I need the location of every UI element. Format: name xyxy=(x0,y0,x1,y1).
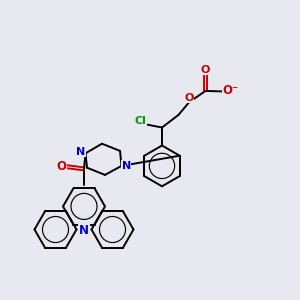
Text: Cl: Cl xyxy=(134,116,146,127)
Text: O: O xyxy=(201,65,210,75)
Text: N: N xyxy=(122,161,131,171)
Text: O: O xyxy=(57,160,67,173)
Text: N: N xyxy=(76,147,85,157)
Text: O: O xyxy=(184,93,194,103)
Text: O⁻: O⁻ xyxy=(223,84,239,98)
Text: N: N xyxy=(79,224,89,237)
